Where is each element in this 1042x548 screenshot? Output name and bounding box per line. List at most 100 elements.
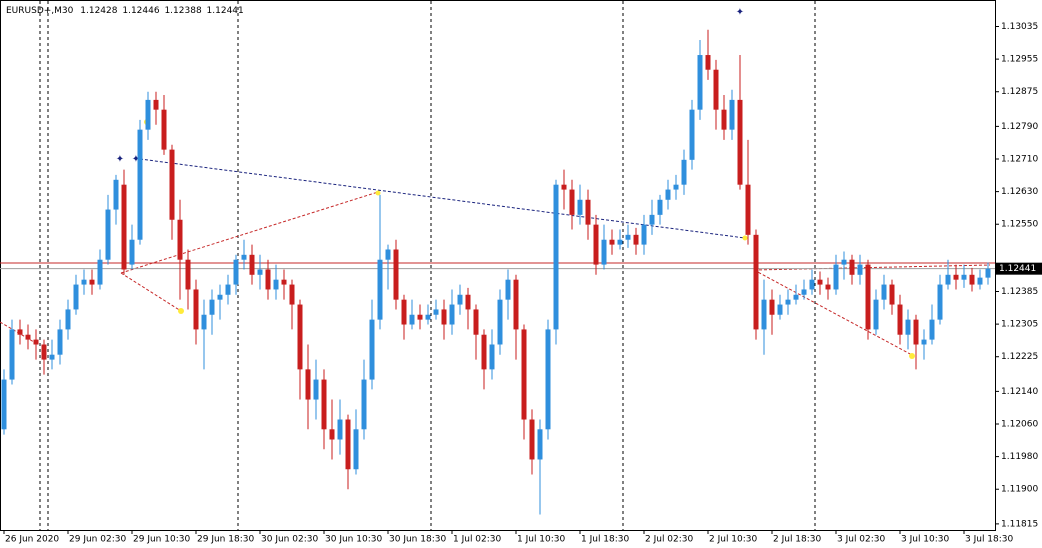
x-tick-label: 29 Jun 02:30 bbox=[69, 535, 126, 545]
candle-body bbox=[537, 429, 543, 460]
candle-body bbox=[737, 99, 743, 185]
candle-body bbox=[809, 279, 815, 290]
candle-body bbox=[945, 274, 951, 285]
candle-body bbox=[97, 259, 103, 285]
period-separators bbox=[39, 1, 816, 530]
axes: 1.13035 1.12955 1.12875 1.12790 1.12710 1.126… bbox=[0, 22, 1042, 545]
candle-body bbox=[913, 319, 919, 345]
candle-body bbox=[337, 419, 343, 440]
candle-body bbox=[305, 369, 311, 400]
candle-body bbox=[617, 239, 623, 245]
candle-body bbox=[681, 159, 687, 185]
candle-body bbox=[729, 99, 735, 130]
symbol: EURUSD+,M30 bbox=[6, 6, 74, 16]
candle-body bbox=[9, 329, 15, 380]
candle-body bbox=[409, 314, 415, 325]
trend-line bbox=[120, 272, 182, 312]
candle-body bbox=[265, 269, 271, 290]
candle-body bbox=[465, 294, 471, 310]
price-label-box bbox=[996, 262, 1042, 275]
candle-body bbox=[513, 279, 519, 330]
candle-body bbox=[689, 109, 695, 160]
trend-line bbox=[753, 264, 991, 271]
x-tick-label: 3 Jul 10:30 bbox=[901, 535, 950, 545]
candle-body bbox=[777, 304, 783, 315]
x-tick-label: 26 Jun 2020 bbox=[5, 535, 59, 545]
x-tick-label: 2 Jul 10:30 bbox=[709, 535, 758, 545]
candle-body bbox=[633, 234, 639, 245]
x-tick-label: 30 Jun 18:30 bbox=[389, 535, 446, 545]
candle-body bbox=[609, 239, 615, 245]
candle-body bbox=[129, 239, 135, 265]
candle-body bbox=[889, 284, 895, 305]
candle-body bbox=[865, 264, 871, 330]
candle-body bbox=[665, 189, 671, 200]
price-label: 1.12441 bbox=[999, 264, 1036, 274]
candle-body bbox=[649, 214, 655, 225]
candle-body bbox=[361, 379, 367, 430]
candle-body bbox=[473, 309, 479, 335]
candle-body bbox=[233, 259, 239, 285]
candle-body bbox=[377, 259, 383, 320]
candle-body bbox=[529, 419, 535, 460]
candle-body bbox=[825, 284, 831, 290]
candle-body bbox=[369, 319, 375, 380]
plot-frame bbox=[0, 0, 996, 531]
candle-body bbox=[585, 199, 591, 225]
candle-body bbox=[433, 309, 439, 315]
candle-body bbox=[65, 309, 71, 330]
candle-body bbox=[393, 249, 399, 300]
candles bbox=[0, 29, 995, 515]
candle-body bbox=[593, 224, 599, 265]
candle-body bbox=[905, 319, 911, 335]
candle-body bbox=[969, 274, 975, 285]
x-tick-label: 1 Jul 10:30 bbox=[517, 535, 566, 545]
candle-body bbox=[193, 289, 199, 330]
candle-body bbox=[545, 329, 551, 430]
candle-body bbox=[281, 279, 287, 285]
candle-body bbox=[217, 294, 223, 300]
candle-body bbox=[449, 304, 455, 325]
candle-body bbox=[569, 189, 575, 215]
candle-body bbox=[753, 234, 759, 330]
candle-body bbox=[961, 274, 967, 280]
x-tick-label: 30 Jun 02:30 bbox=[261, 535, 318, 545]
candle-body bbox=[273, 279, 279, 290]
candle-body bbox=[1, 379, 7, 430]
candle-body bbox=[953, 274, 959, 280]
candle-body bbox=[657, 199, 663, 215]
candle-body bbox=[353, 429, 359, 470]
x-tick-label: 29 Jun 10:30 bbox=[133, 535, 190, 545]
candle-body bbox=[761, 299, 767, 330]
candle-body bbox=[137, 129, 143, 240]
y-tick-label: 1.12550 bbox=[1001, 220, 1038, 230]
trend-line bbox=[139, 158, 746, 239]
candle-body bbox=[601, 239, 607, 265]
candle-body bbox=[505, 279, 511, 300]
candle-body bbox=[225, 284, 231, 295]
candle-body bbox=[857, 264, 863, 275]
x-tick-label: 29 Jun 18:30 bbox=[197, 535, 254, 545]
candle-body bbox=[41, 344, 47, 360]
y-tick-label: 1.12710 bbox=[1001, 155, 1038, 165]
candle-body bbox=[185, 259, 191, 290]
y-tick-label: 1.12305 bbox=[1001, 320, 1038, 330]
marker bbox=[742, 235, 748, 241]
candle-body bbox=[873, 299, 879, 330]
candle-body bbox=[425, 314, 431, 320]
y-tick-label: 1.12225 bbox=[1001, 352, 1038, 362]
candle-body bbox=[977, 277, 983, 285]
candle-body bbox=[881, 284, 887, 300]
signal-markers: ✦ ✦ ✦ bbox=[116, 7, 915, 359]
candle-body bbox=[121, 184, 127, 270]
candle-body bbox=[721, 109, 727, 130]
last-low: 1.12388 bbox=[164, 6, 201, 16]
y-tick-label: 1.12385 bbox=[1001, 287, 1038, 297]
candle-body bbox=[33, 339, 39, 345]
candle-body bbox=[321, 379, 327, 430]
candle-body bbox=[169, 149, 175, 220]
candle-body bbox=[801, 289, 807, 295]
candle-body bbox=[929, 319, 935, 340]
y-tick-label: 1.11980 bbox=[1001, 452, 1038, 462]
